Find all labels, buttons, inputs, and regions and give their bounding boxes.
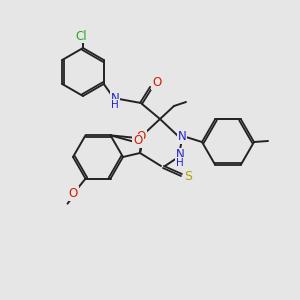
Text: O: O — [136, 130, 146, 142]
Text: N: N — [176, 148, 184, 161]
Text: Cl: Cl — [75, 29, 87, 43]
Text: H: H — [111, 100, 119, 110]
Text: H: H — [176, 158, 184, 168]
Text: O: O — [134, 134, 142, 148]
Text: N: N — [111, 92, 119, 104]
Text: O: O — [69, 187, 78, 200]
Text: O: O — [152, 76, 162, 89]
Text: S: S — [184, 169, 192, 182]
Text: N: N — [178, 130, 186, 143]
